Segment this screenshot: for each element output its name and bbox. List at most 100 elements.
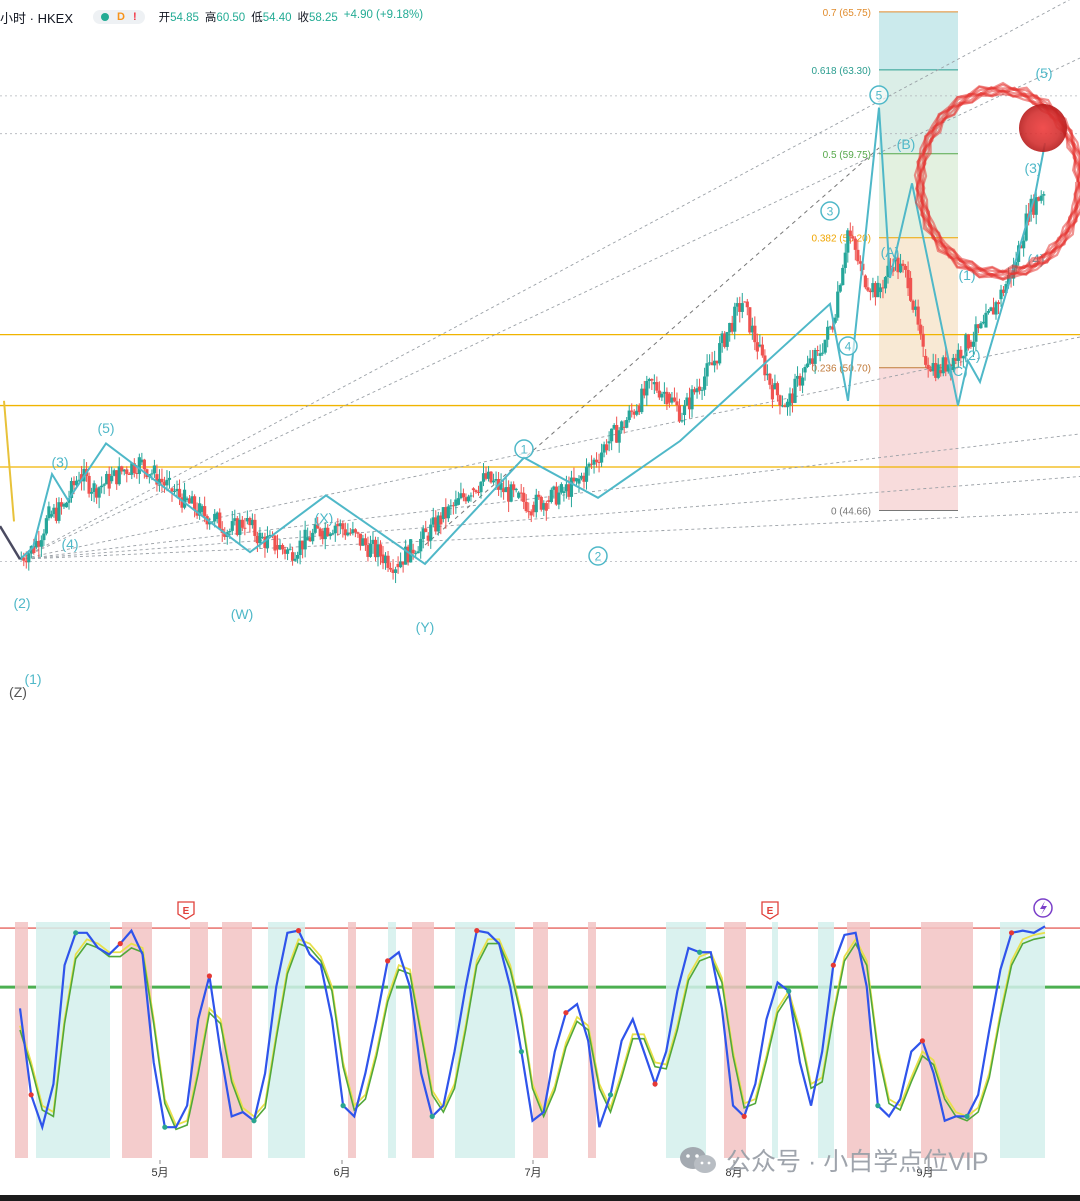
candle-body [705, 363, 709, 377]
candle-body [137, 457, 141, 474]
candle-body [868, 290, 872, 293]
candle-body [72, 480, 76, 486]
stoch-cross-dot [830, 962, 836, 968]
candle-body [135, 472, 139, 474]
candle-body [615, 425, 619, 443]
candle-body [795, 375, 800, 379]
candle-body [680, 420, 684, 422]
candle-body [522, 492, 526, 502]
candle-body [296, 555, 300, 559]
wave-label-circle [838, 336, 858, 356]
wave-label: 3 [827, 205, 834, 219]
candle-body [969, 341, 973, 347]
candle-body [235, 518, 239, 535]
candle-body [723, 333, 727, 347]
candle-body [351, 529, 355, 534]
candle-body [130, 463, 134, 475]
candle-body [285, 549, 290, 554]
candle-body [479, 481, 483, 493]
market-open-icon [101, 13, 110, 21]
fib-zone [879, 367, 958, 511]
stoch-cross-dot [429, 1113, 435, 1119]
candle-body [808, 358, 812, 364]
candle-body [760, 344, 764, 356]
candle-body [388, 567, 393, 570]
candle-body [441, 507, 445, 520]
candle-body [665, 391, 669, 405]
candle-body [366, 545, 370, 557]
wave-label-circle [588, 546, 608, 566]
candle-body [529, 511, 533, 516]
candle-body [710, 362, 714, 366]
candle-body [167, 477, 172, 480]
candle-body [780, 405, 785, 407]
candle-body [177, 488, 182, 498]
candle-body [750, 325, 754, 333]
candle-body [44, 518, 48, 534]
wave-label-circle [869, 85, 889, 105]
candle-body [768, 373, 772, 385]
candle-body [838, 285, 842, 292]
stoch-cross-dot [697, 949, 703, 955]
candle-body [941, 357, 945, 374]
candle-body [1004, 284, 1008, 294]
candle-body [956, 349, 960, 361]
candle-body [1039, 195, 1043, 201]
candle-body [393, 569, 398, 573]
candle-body [421, 528, 425, 539]
candle-body [396, 563, 400, 568]
candle-body [343, 529, 347, 536]
candle-body [702, 376, 707, 390]
candle-body [361, 538, 365, 546]
candle-body [547, 500, 551, 503]
wave-label: (2) [13, 595, 30, 611]
candle-body [896, 257, 900, 273]
stoch-cross-dot [652, 1081, 658, 1087]
stoch-cross-dot [340, 1103, 346, 1109]
candle-body [338, 523, 342, 527]
wave-label: (3) [51, 454, 68, 470]
candle-body [459, 493, 463, 499]
market-status-pill[interactable]: D ! [93, 10, 145, 24]
candle-body [881, 287, 885, 289]
candle-body [454, 499, 458, 506]
candle-body [424, 528, 428, 533]
candle-body [356, 532, 360, 534]
stoch-cross-dot [162, 1124, 168, 1130]
candle-body [582, 475, 586, 482]
candle-body [283, 549, 287, 554]
candle-body [557, 492, 561, 505]
candle-body [650, 378, 654, 381]
candle-body [102, 484, 106, 486]
candle-body [504, 487, 508, 493]
candle-body [733, 306, 737, 332]
candle-body [831, 326, 835, 330]
candle-body [657, 390, 661, 398]
candle-body [378, 544, 383, 557]
candle-body [753, 325, 757, 343]
candle-body [373, 539, 378, 558]
candle-body [914, 306, 918, 310]
candle-body [486, 471, 491, 479]
candle-body [120, 466, 124, 472]
candle-body [655, 382, 659, 391]
candle-body [901, 263, 905, 266]
candle-body [690, 389, 694, 410]
candle-body [255, 535, 260, 544]
candle-body [240, 519, 244, 528]
candle-body [778, 395, 782, 406]
candle-body [172, 491, 177, 493]
candle-body [47, 506, 51, 519]
candle-body [456, 498, 460, 505]
candle-body [185, 498, 189, 501]
candle-body [687, 397, 692, 410]
trend-channel-line [19, 0, 1071, 560]
elliott-wave-path [19, 107, 1046, 566]
wave-label-circle [514, 439, 534, 459]
candle-body [612, 425, 616, 429]
candle-body [999, 289, 1003, 300]
candle-body [986, 310, 991, 313]
candle-body [635, 410, 639, 415]
stoch-zone-band [348, 922, 356, 1158]
